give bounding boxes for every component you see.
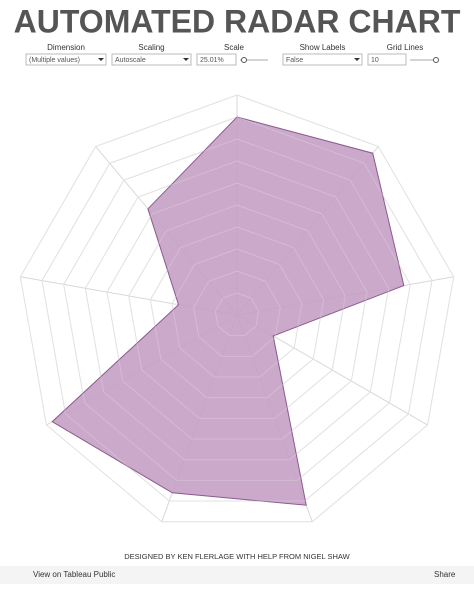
- control-box[interactable]: [111, 53, 192, 66]
- view-link[interactable]: View on Tableau Public: [33, 570, 115, 579]
- grid-ring-overlay: [63, 138, 411, 481]
- grid-ring-overlay: [193, 270, 281, 357]
- control-value: Autoscale: [115, 57, 146, 64]
- control-label: Show Labels: [300, 43, 346, 52]
- grid-ring-overlay: [149, 226, 325, 399]
- control-value: 10: [371, 57, 379, 64]
- share-button[interactable]: Share: [434, 570, 456, 579]
- dropdown-arrow: [183, 58, 189, 61]
- grid-ring-overlay: [214, 292, 260, 337]
- radar-area: [51, 116, 405, 506]
- grid-ring-overlay: [41, 116, 433, 502]
- credit: DESIGNED BY KEN FLERLAGE WITH HELP FROM …: [124, 552, 350, 561]
- control-value: (Multiple values): [29, 57, 80, 64]
- slider-handle[interactable]: [433, 57, 439, 63]
- control-box[interactable]: [282, 53, 363, 66]
- control-label: Scale: [224, 43, 245, 52]
- control-value: False: [286, 57, 303, 64]
- control-box[interactable]: [367, 53, 407, 66]
- grid-ring-overlay: [128, 204, 346, 419]
- slider-handle[interactable]: [241, 57, 247, 63]
- grid-ring: [19, 94, 455, 523]
- toolbar: [0, 566, 474, 584]
- control-box[interactable]: [25, 53, 107, 66]
- control-label: Dimension: [47, 43, 85, 52]
- dropdown-arrow: [98, 58, 104, 61]
- control-label: Scaling: [138, 43, 164, 52]
- control-value: 25.01%: [200, 57, 224, 64]
- grid-ring-overlay: [19, 94, 455, 523]
- control-label: Grid Lines: [387, 43, 423, 52]
- dropdown-arrow: [354, 58, 360, 61]
- grid-ring-overlay: [84, 160, 390, 461]
- chart-title: AUTOMATED RADAR CHART: [14, 3, 461, 39]
- control-box[interactable]: [196, 53, 237, 66]
- grid-ring: [41, 116, 433, 502]
- grid-ring-overlay: [171, 248, 303, 378]
- grid-ring-overlay: [106, 182, 368, 440]
